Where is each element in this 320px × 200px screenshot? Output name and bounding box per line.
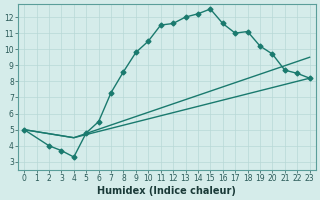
X-axis label: Humidex (Indice chaleur): Humidex (Indice chaleur) [98,186,236,196]
